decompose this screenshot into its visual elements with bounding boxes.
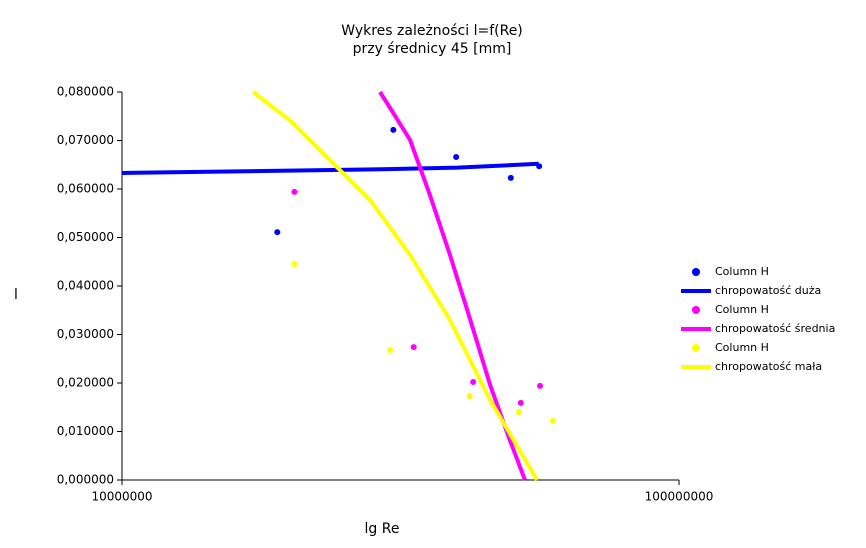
point — [291, 261, 298, 268]
point — [537, 382, 544, 389]
y-tick-label: 0,040000 — [57, 279, 114, 293]
y-axis-label: l — [14, 287, 18, 303]
point — [453, 153, 460, 160]
y-tick-label: 0,050000 — [57, 230, 114, 244]
legend-marker — [692, 268, 700, 276]
x-tick-label: 10000000 — [91, 490, 152, 504]
point — [507, 174, 514, 181]
legend-label: chropowatość średnia — [715, 322, 835, 335]
legend-label: Column H — [715, 265, 769, 278]
legend-marker — [692, 344, 700, 352]
point — [517, 399, 524, 406]
line — [251, 90, 539, 482]
point — [390, 126, 397, 133]
y-tick-label: 0,010000 — [57, 424, 114, 438]
point — [515, 409, 522, 416]
point — [387, 347, 394, 354]
y-tick-label: 0,000000 — [57, 473, 114, 487]
point — [274, 229, 281, 236]
line — [121, 161, 539, 175]
chart-title: przy średnicy 45 [mm] — [353, 41, 512, 57]
point — [466, 393, 473, 400]
point — [549, 417, 556, 424]
legend-label: chropowatość mała — [715, 360, 822, 373]
point — [410, 344, 417, 351]
x-axis-label: lg Re — [365, 521, 400, 537]
y-tick-label: 0,060000 — [57, 182, 114, 196]
y-tick-label: 0,020000 — [57, 376, 114, 390]
legend-label: Column H — [715, 303, 769, 316]
y-tick-label: 0,030000 — [57, 327, 114, 341]
y-tick-label: 0,070000 — [57, 133, 114, 147]
chart-title: Wykres zależności l=f(Re) — [341, 23, 523, 39]
legend-marker — [692, 306, 700, 314]
y-tick-label: 0,080000 — [57, 85, 114, 99]
point — [291, 188, 298, 195]
legend-label: chropowatość duża — [715, 284, 821, 297]
x-tick-label: 100000000 — [645, 490, 714, 504]
legend-label: Column H — [715, 341, 769, 354]
point — [470, 379, 477, 386]
